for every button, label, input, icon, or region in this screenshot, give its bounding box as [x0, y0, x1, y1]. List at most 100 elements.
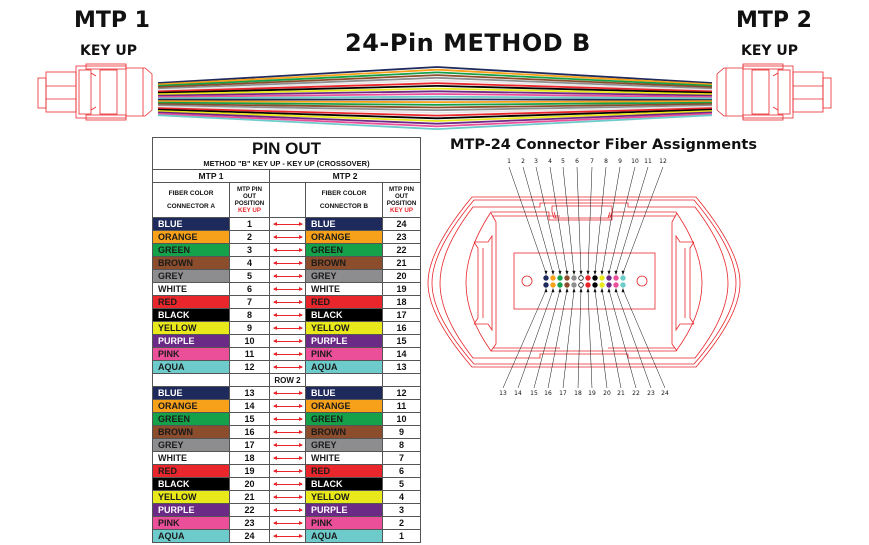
- fiber-color-a: RED: [152, 464, 230, 478]
- pinout-title: PIN OUT: [151, 137, 422, 158]
- table-row: BLUE 1 BLUE 24: [152, 217, 422, 231]
- pin-position-b: 13: [381, 360, 422, 374]
- pin-label-top: 1: [507, 158, 511, 165]
- pin-label-bottom: 17: [559, 390, 567, 397]
- pin-label-top: 10: [631, 158, 639, 165]
- table-row: PINK 23 PINK 2: [152, 516, 422, 530]
- pin-position-a: 7: [229, 295, 270, 309]
- table-row: WHITE 18 WHITE 7: [152, 451, 422, 465]
- pin-position-b: 17: [381, 308, 422, 322]
- table-row: BLACK 8 BLACK 17: [152, 308, 422, 322]
- pin-position-a: 12: [229, 360, 270, 374]
- pin-label-top: 7: [590, 158, 594, 165]
- crossover-arrow-icon: [269, 282, 306, 296]
- table-row: ORANGE 2 ORANGE 23: [152, 230, 422, 244]
- fiber-color-b: WHITE: [305, 282, 383, 296]
- fiber-color-a: PINK: [152, 516, 230, 530]
- pin-position-a: 18: [229, 451, 270, 465]
- pin-position-a: 5: [229, 269, 270, 283]
- pin-position-b: 8: [381, 438, 422, 452]
- crossover-arrow-icon: [269, 516, 306, 530]
- fiber-color-a: BLACK: [152, 477, 230, 491]
- table-row: AQUA 12 AQUA 13: [152, 360, 422, 374]
- crossover-arrow-icon: [269, 269, 306, 283]
- fiber-color-a: BROWN: [152, 425, 230, 439]
- table-row: AQUA 24 AQUA 1: [152, 529, 422, 543]
- spacer: [305, 373, 383, 387]
- pin-label-bottom: 23: [647, 390, 655, 397]
- crossover-arrow-icon: [269, 295, 306, 309]
- pin-position-a: 6: [229, 282, 270, 296]
- spacer: [381, 373, 422, 387]
- diagram-title: 24-Pin METHOD B: [345, 29, 591, 57]
- spacer: [229, 373, 270, 387]
- table-row: BROWN 16 BROWN 9: [152, 425, 422, 439]
- fiber-ribbon-cable: [157, 66, 713, 130]
- header-position-b: MTP PIN OUT POSITION KEY UP: [381, 182, 422, 218]
- fiber-color-b: ORANGE: [305, 230, 383, 244]
- pin-position-a: 15: [229, 412, 270, 426]
- fiber-color-b: YELLOW: [305, 321, 383, 335]
- fiber-color-b: AQUA: [305, 529, 383, 543]
- crossover-arrow-icon: [269, 503, 306, 517]
- pin-position-a: 13: [229, 386, 270, 400]
- crossover-arrow-icon: [269, 386, 306, 400]
- pin-position-b: 18: [381, 295, 422, 309]
- pin-position-a: 20: [229, 477, 270, 491]
- pin-position-b: 9: [381, 425, 422, 439]
- pin-position-b: 23: [381, 230, 422, 244]
- pin-label-bottom: 20: [603, 390, 611, 397]
- pin-position-a: 8: [229, 308, 270, 322]
- pin-label-bottom: 22: [632, 390, 640, 397]
- row2-separator: ROW 2: [152, 373, 422, 387]
- pin-label-bottom: 18: [574, 390, 582, 397]
- fiber-color-a: GREEN: [152, 412, 230, 426]
- table-row: WHITE 6 WHITE 19: [152, 282, 422, 296]
- crossover-arrow-icon: [269, 490, 306, 504]
- fiber-color-a: ORANGE: [152, 399, 230, 413]
- pin-position-b: 12: [381, 386, 422, 400]
- fiber-color-b: GREY: [305, 438, 383, 452]
- fiber-color-a: YELLOW: [152, 321, 230, 335]
- pin-position-a: 19: [229, 464, 270, 478]
- pin-position-b: 15: [381, 334, 422, 348]
- fiber-color-b: BLACK: [305, 308, 383, 322]
- crossover-arrow-icon: [269, 243, 306, 257]
- pin-position-b: 20: [381, 269, 422, 283]
- fiber-color-b: BLUE: [305, 386, 383, 400]
- crossover-arrow-icon: [269, 529, 306, 543]
- fiber-color-a: AQUA: [152, 529, 230, 543]
- pin-label-top: 2: [521, 158, 525, 165]
- pin-label-top: 3: [534, 158, 538, 165]
- table-row: PURPLE 22 PURPLE 3: [152, 503, 422, 517]
- pin-position-b: 16: [381, 321, 422, 335]
- pinout-table: PIN OUT METHOD "B" KEY UP - KEY UP (CROS…: [151, 137, 422, 543]
- header-fiber-color-b: FIBER COLOR CONNECTOR B: [305, 182, 383, 218]
- pin-position-a: 16: [229, 425, 270, 439]
- fiber-color-a: GREEN: [152, 243, 230, 257]
- fiber-color-b: BROWN: [305, 256, 383, 270]
- table-row: GREY 5 GREY 20: [152, 269, 422, 283]
- crossover-arrow-icon: [269, 438, 306, 452]
- crossover-arrow-icon: [269, 451, 306, 465]
- pin-label-bottom: 21: [617, 390, 625, 397]
- table-row: GREEN 3 GREEN 22: [152, 243, 422, 257]
- pin-position-b: 3: [381, 503, 422, 517]
- pin-label-bottom: 15: [530, 390, 538, 397]
- mtp2-title: MTP 2: [736, 8, 812, 33]
- pin-position-b: 11: [381, 399, 422, 413]
- pin-label-bottom: 16: [544, 390, 552, 397]
- pin-position-a: 21: [229, 490, 270, 504]
- pin-position-b: 6: [381, 464, 422, 478]
- crossover-arrow-icon: [269, 217, 306, 231]
- crossover-arrow-icon: [269, 334, 306, 348]
- fiber-color-b: PINK: [305, 516, 383, 530]
- crossover-arrow-icon: [269, 464, 306, 478]
- mtp1-orientation: KEY UP: [80, 43, 138, 59]
- fiber-color-a: RED: [152, 295, 230, 309]
- fiber-color-a: YELLOW: [152, 490, 230, 504]
- crossover-arrow-icon: [269, 230, 306, 244]
- table-row: YELLOW 21 YELLOW 4: [152, 490, 422, 504]
- crossover-arrow-icon: [269, 360, 306, 374]
- pin-position-b: 22: [381, 243, 422, 257]
